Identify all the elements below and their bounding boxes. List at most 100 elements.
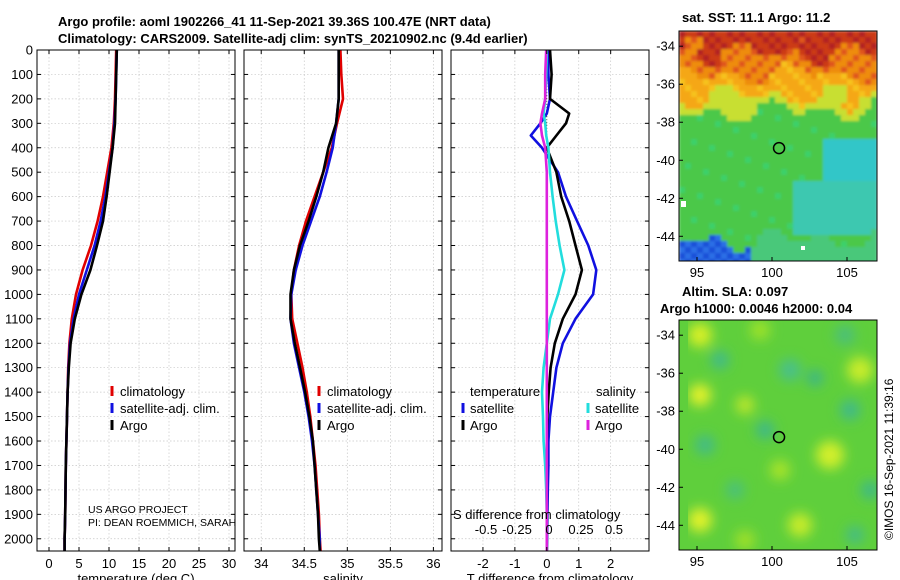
sst-cell [811,85,818,92]
sst-cell [733,199,740,206]
sst-cell [805,139,812,146]
sst-cell [793,193,800,200]
sst-cell [763,241,770,248]
sst-cell [847,157,854,164]
sst-cell [763,157,770,164]
sst-cell [715,247,722,254]
sst-cell [679,139,686,146]
sst-cell [853,109,860,116]
sst-cell [799,115,806,122]
sst-cell [721,73,728,80]
sst-cell [805,85,812,92]
sst-cell [805,127,812,134]
sst-cell [763,163,770,170]
sst-cell [685,73,692,80]
sst-cell [841,205,848,212]
sst-cell [841,259,848,261]
sst-cell [871,241,877,248]
sst-cell [781,97,788,104]
sst-cell [757,163,764,170]
y-tick-label: -40 [656,442,675,457]
sst-cell [817,31,824,38]
sst-cell [823,67,830,74]
argo-location-marker [772,430,786,444]
sst-cell [715,151,722,158]
sst-cell [769,229,776,236]
sst-cell [751,43,758,50]
sla-map: 95 100 105 -34 -36 -38 -40 -42 -44 [656,319,878,569]
sst-cell [847,169,854,176]
y-tick-label: 600 [11,189,33,204]
sst-cell [841,253,848,260]
sst-cell [763,151,770,158]
sst-cell [697,121,704,128]
sst-cell [865,145,872,152]
sst-cell [769,43,776,50]
sst-cell [745,79,752,86]
sst-cell [733,121,740,128]
sst-cell [859,145,866,152]
sst-cell [787,139,794,146]
sst-cell [781,31,788,38]
sst-cell [769,91,776,98]
sst-cell [823,223,830,230]
sst-cell [823,115,830,122]
sst-cell [769,187,776,194]
sst-cell [871,229,877,236]
sst-cell [805,79,812,86]
sst-cell [685,133,692,140]
sst-cell [763,139,770,146]
sst-cell [853,85,860,92]
sst-cell [841,43,848,50]
sst-cell [811,61,818,68]
sst-cell [775,109,782,116]
sst-cell [805,229,812,236]
sst-cell [781,49,788,56]
sst-cell [691,97,698,104]
sst-cell [787,145,794,152]
sst-cell [841,97,848,104]
sst-cell [733,151,740,158]
sst-cell [727,235,734,242]
sst-cell [811,103,818,110]
plot-frame [450,49,650,552]
sst-cell [721,163,728,170]
sst-cell [727,217,734,224]
sst-cell [793,259,800,261]
sst-cell [679,109,686,116]
sst-cell [757,115,764,122]
sst-cell [805,37,812,44]
sst-cell [775,163,782,170]
sst-cell [829,223,836,230]
sst-cell [811,133,818,140]
sst-cell [715,37,722,44]
sst-cell [751,205,758,212]
sst-cell [763,205,770,212]
sst-cell [739,127,746,134]
sst-cell [769,79,776,86]
sst-cell [703,181,710,188]
sst-cell [805,73,812,80]
sst-cell [841,115,848,122]
x-tick-label: 10 [102,556,116,571]
sst-cell [769,139,776,146]
sst-cell [763,169,770,176]
sst-cell [817,109,824,116]
sst-cell [835,151,842,158]
sst-cell [709,139,716,146]
sst-cell [733,223,740,230]
sst-cell [763,175,770,182]
sst-cell [733,181,740,188]
sst-cell [685,91,692,98]
sst-cell [745,157,752,164]
sst-cell [715,49,722,56]
sst-cell [751,163,758,170]
sst-cell [757,247,764,254]
sst-cell [697,235,704,242]
sst-cell [697,205,704,212]
sst-cell [847,61,854,68]
legend-label: Argo [327,418,354,433]
sla-blob [779,359,801,381]
sst-cell [715,187,722,194]
sst-cell [691,127,698,134]
